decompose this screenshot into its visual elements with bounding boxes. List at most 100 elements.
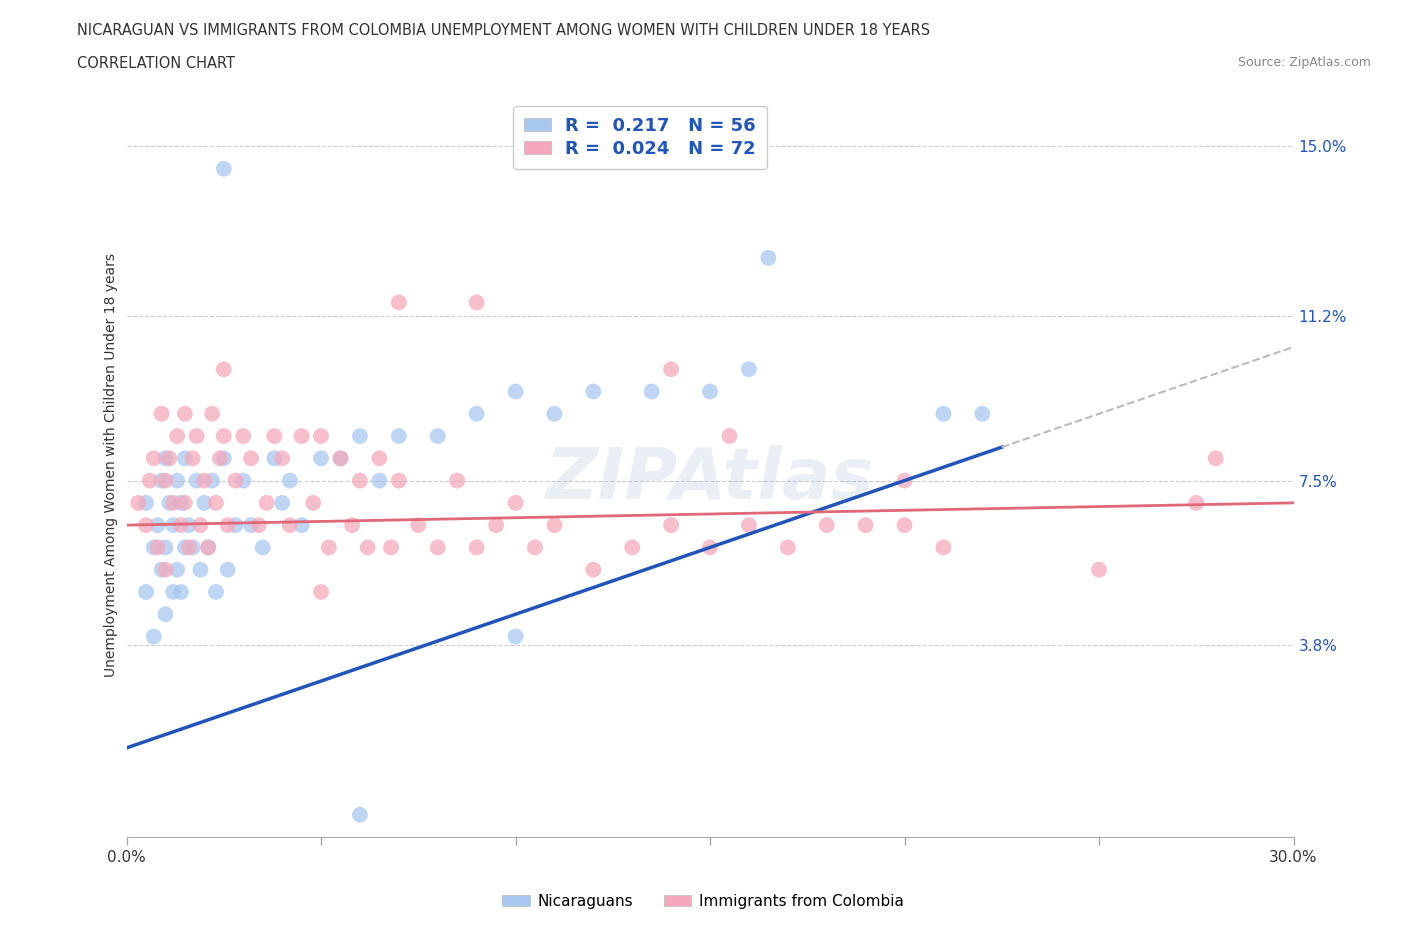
Point bbox=[621, 540, 644, 555]
Point bbox=[186, 473, 208, 488]
Point bbox=[174, 540, 197, 555]
Point bbox=[318, 540, 340, 555]
Point bbox=[162, 518, 184, 533]
Point bbox=[127, 496, 149, 511]
Point bbox=[155, 473, 177, 488]
Point bbox=[186, 429, 208, 444]
Point bbox=[368, 451, 391, 466]
Point bbox=[166, 473, 188, 488]
Point bbox=[426, 540, 449, 555]
Point bbox=[190, 518, 212, 533]
Point bbox=[155, 540, 177, 555]
Point bbox=[582, 384, 605, 399]
Point bbox=[170, 496, 193, 511]
Point bbox=[263, 429, 285, 444]
Point bbox=[150, 563, 173, 578]
Legend: R =  0.217   N = 56, R =  0.024   N = 72: R = 0.217 N = 56, R = 0.024 N = 72 bbox=[513, 106, 766, 169]
Point bbox=[329, 451, 352, 466]
Point bbox=[1185, 496, 1208, 511]
Point bbox=[205, 496, 228, 511]
Point bbox=[155, 451, 177, 466]
Point bbox=[162, 585, 184, 600]
Point bbox=[181, 540, 204, 555]
Point bbox=[932, 406, 955, 421]
Point bbox=[349, 807, 371, 822]
Point bbox=[465, 406, 488, 421]
Point bbox=[146, 518, 169, 533]
Point bbox=[166, 563, 188, 578]
Point bbox=[201, 473, 224, 488]
Point bbox=[340, 518, 363, 533]
Point bbox=[309, 585, 332, 600]
Point bbox=[659, 518, 682, 533]
Point bbox=[157, 451, 180, 466]
Point bbox=[309, 451, 332, 466]
Point bbox=[290, 429, 312, 444]
Point bbox=[142, 451, 165, 466]
Point bbox=[150, 406, 173, 421]
Point bbox=[485, 518, 508, 533]
Point bbox=[893, 473, 915, 488]
Point bbox=[738, 518, 761, 533]
Point bbox=[201, 406, 224, 421]
Point bbox=[232, 429, 254, 444]
Point bbox=[146, 540, 169, 555]
Point bbox=[893, 518, 915, 533]
Point bbox=[155, 563, 177, 578]
Point bbox=[278, 473, 301, 488]
Point bbox=[699, 384, 721, 399]
Point bbox=[543, 406, 565, 421]
Point bbox=[150, 473, 173, 488]
Point bbox=[505, 496, 527, 511]
Point bbox=[166, 429, 188, 444]
Point bbox=[224, 473, 246, 488]
Point bbox=[174, 406, 197, 421]
Point bbox=[193, 473, 215, 488]
Point bbox=[582, 563, 605, 578]
Point bbox=[505, 384, 527, 399]
Point bbox=[170, 518, 193, 533]
Point bbox=[972, 406, 994, 421]
Point bbox=[776, 540, 799, 555]
Point bbox=[380, 540, 402, 555]
Point bbox=[208, 451, 231, 466]
Point bbox=[505, 629, 527, 644]
Point bbox=[855, 518, 877, 533]
Point bbox=[271, 451, 294, 466]
Point bbox=[177, 518, 200, 533]
Point bbox=[217, 518, 239, 533]
Point bbox=[302, 496, 325, 511]
Point bbox=[212, 362, 235, 377]
Point bbox=[408, 518, 430, 533]
Point bbox=[1205, 451, 1227, 466]
Point bbox=[247, 518, 270, 533]
Point bbox=[240, 451, 263, 466]
Y-axis label: Unemployment Among Women with Children Under 18 years: Unemployment Among Women with Children U… bbox=[104, 253, 118, 677]
Point bbox=[329, 451, 352, 466]
Point bbox=[699, 540, 721, 555]
Point bbox=[357, 540, 380, 555]
Point bbox=[142, 540, 165, 555]
Point bbox=[162, 496, 184, 511]
Text: NICARAGUAN VS IMMIGRANTS FROM COLOMBIA UNEMPLOYMENT AMONG WOMEN WITH CHILDREN UN: NICARAGUAN VS IMMIGRANTS FROM COLOMBIA U… bbox=[77, 23, 931, 38]
Point bbox=[388, 429, 411, 444]
Point bbox=[349, 429, 371, 444]
Point bbox=[446, 473, 468, 488]
Point bbox=[290, 518, 312, 533]
Point bbox=[349, 473, 371, 488]
Point bbox=[718, 429, 741, 444]
Point bbox=[641, 384, 664, 399]
Point bbox=[932, 540, 955, 555]
Legend: Nicaraguans, Immigrants from Colombia: Nicaraguans, Immigrants from Colombia bbox=[496, 888, 910, 915]
Point bbox=[465, 540, 488, 555]
Point bbox=[193, 496, 215, 511]
Point bbox=[212, 429, 235, 444]
Point bbox=[224, 518, 246, 533]
Point bbox=[256, 496, 278, 511]
Point bbox=[271, 496, 294, 511]
Point bbox=[523, 540, 546, 555]
Point bbox=[756, 250, 779, 265]
Point bbox=[197, 540, 219, 555]
Point bbox=[212, 451, 235, 466]
Point bbox=[309, 429, 332, 444]
